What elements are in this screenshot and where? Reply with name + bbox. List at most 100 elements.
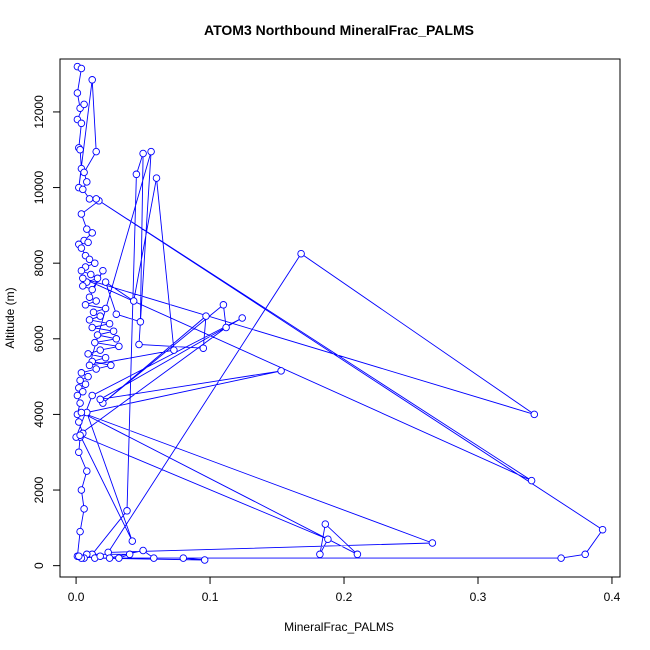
data-point	[316, 550, 324, 559]
data-point	[88, 391, 96, 400]
data-point	[112, 335, 121, 343]
data-point	[96, 395, 104, 404]
data-point	[91, 338, 99, 347]
data-point	[96, 312, 104, 320]
data-point	[105, 554, 114, 562]
data-point	[139, 546, 147, 555]
data-point	[77, 210, 86, 218]
data-point	[81, 380, 90, 388]
plot-frame	[59, 58, 621, 578]
data-point	[81, 301, 90, 309]
data-point	[88, 323, 96, 332]
data-point	[91, 259, 99, 267]
data-point	[112, 310, 121, 318]
data-point	[170, 346, 178, 354]
data-point	[222, 323, 230, 332]
data-point	[101, 304, 110, 313]
data-point	[428, 539, 437, 547]
data-point	[79, 387, 87, 396]
x-axis-label: MineralFrac_PALMS	[284, 620, 394, 634]
data-point	[101, 278, 110, 286]
x-tick-label: 0.4	[604, 590, 621, 604]
data-point	[87, 270, 95, 279]
data-point	[129, 297, 138, 305]
y-tick-label: 12000	[32, 95, 46, 129]
data-point	[84, 350, 92, 358]
data-point	[76, 399, 84, 407]
data-point	[83, 467, 91, 475]
data-point	[77, 119, 86, 128]
y-axis-label: Altitude (m)	[3, 287, 17, 348]
data-point	[109, 327, 118, 335]
data-point	[88, 229, 96, 237]
data-point	[84, 238, 92, 247]
data-point	[107, 361, 115, 370]
data-point	[85, 361, 94, 370]
data-point	[598, 525, 607, 534]
data-point	[139, 149, 147, 158]
x-axis: 0.0 0.1 0.2 0.3 0.4	[68, 577, 621, 604]
data-point	[353, 550, 362, 559]
y-tick-label: 0	[32, 562, 46, 569]
data-point	[77, 64, 86, 73]
data-point	[92, 297, 100, 305]
data-point	[324, 535, 332, 543]
data-point	[96, 552, 104, 560]
data-point	[76, 376, 84, 385]
y-tick-label: 6000	[32, 325, 46, 352]
data-point	[80, 505, 88, 513]
data-point	[101, 353, 110, 362]
data-point	[527, 476, 536, 485]
x-tick-label: 0.3	[470, 590, 487, 604]
chart-title: ATOM3 Northbound MineralFrac_PALMS	[204, 22, 474, 38]
data-point	[115, 554, 123, 562]
y-tick-label: 10000	[32, 171, 46, 205]
data-point	[132, 170, 141, 179]
data-point	[238, 314, 246, 322]
data-point	[123, 507, 131, 515]
data-point	[75, 418, 83, 426]
data-point	[115, 342, 123, 351]
data-point	[92, 195, 100, 203]
data-point	[79, 282, 87, 290]
data-point	[76, 527, 84, 536]
x-tick-label: 0.0	[68, 590, 85, 604]
data-point	[136, 318, 145, 326]
data-point	[84, 372, 92, 381]
data-point	[77, 369, 86, 377]
data-point	[93, 274, 102, 283]
data-point	[150, 554, 158, 562]
y-tick-label: 4000	[32, 401, 46, 428]
data-point	[76, 145, 84, 154]
data-point	[79, 185, 87, 194]
data-point	[581, 550, 589, 559]
data-point	[219, 301, 228, 309]
data-point	[128, 537, 137, 545]
data-point	[77, 408, 86, 417]
data-point	[202, 312, 210, 320]
data-point	[77, 244, 86, 252]
data-point	[147, 147, 155, 156]
data-point	[80, 168, 88, 177]
data-point	[79, 274, 87, 283]
data-point	[75, 552, 83, 560]
data-point	[85, 293, 94, 301]
x-tick-label: 0.2	[336, 590, 353, 604]
data-point	[557, 554, 565, 562]
data-point	[75, 448, 83, 456]
plot-area	[72, 62, 607, 564]
x-tick-label: 0.1	[202, 590, 219, 604]
data-point	[85, 316, 94, 324]
data-point	[83, 178, 91, 186]
data-point	[73, 89, 82, 97]
y-tick-label: 8000	[32, 250, 46, 277]
data-point	[135, 340, 143, 349]
data-point	[199, 344, 208, 352]
data-point	[77, 266, 86, 275]
data-point	[125, 550, 134, 559]
y-axis: 0 2000 4000 6000 8000 10000 12000	[32, 95, 60, 569]
data-point	[297, 249, 305, 258]
data-point	[88, 76, 96, 84]
series-line	[75, 66, 604, 561]
